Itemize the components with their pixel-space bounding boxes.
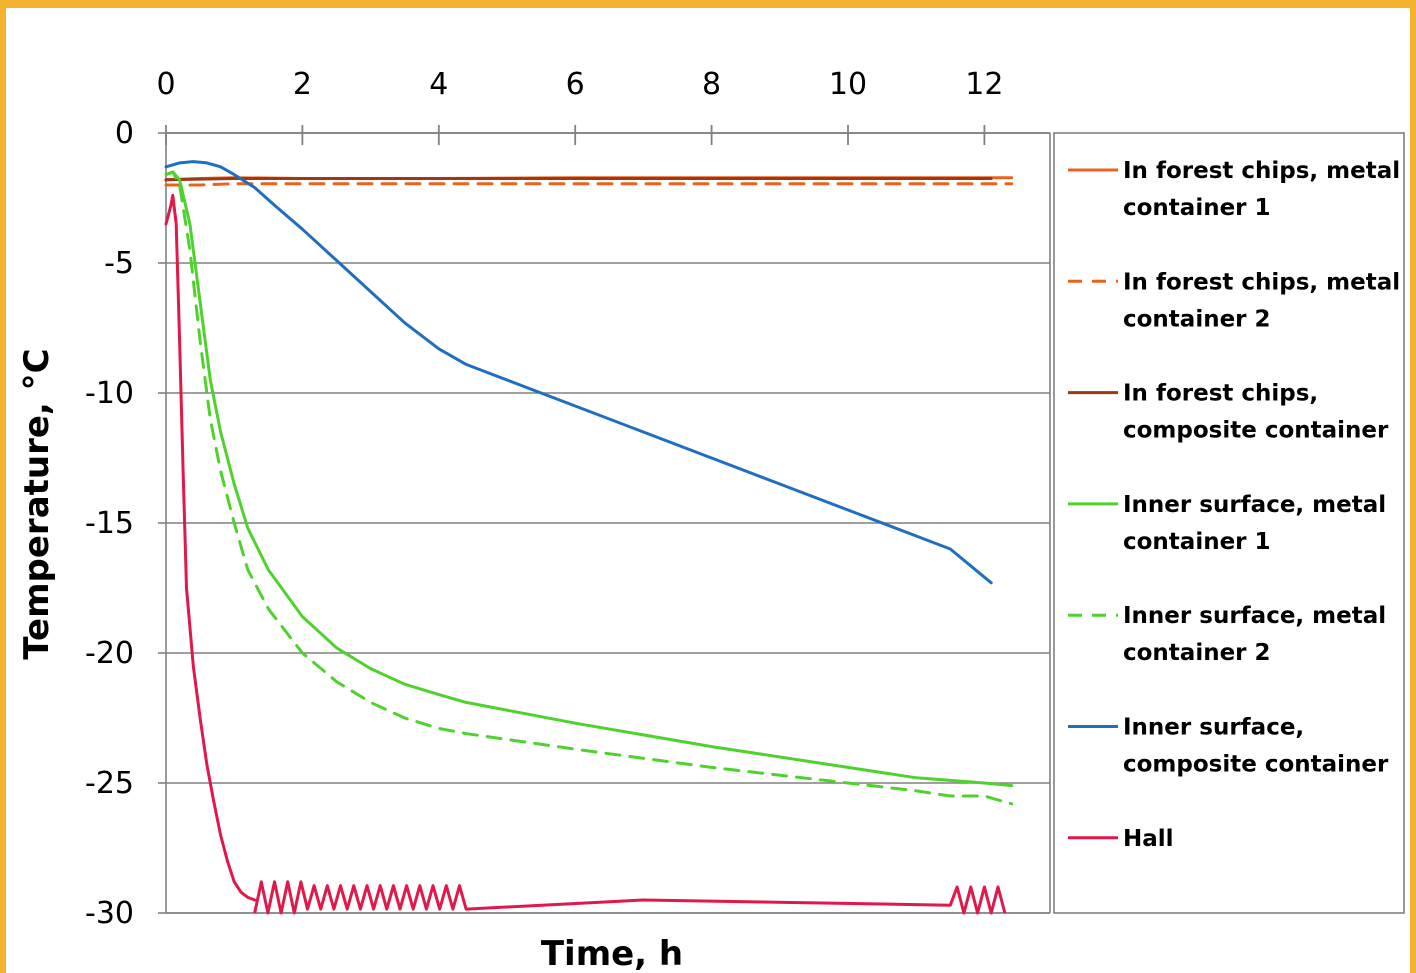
legend: In forest chips, metal container 1 In fore… <box>1053 132 1405 914</box>
legend-label: In forest chips, <box>1123 381 1318 407</box>
x-tick-label: 2 <box>293 67 312 102</box>
axes: 0 -5 -10 -15 -20 -25 -30 0 2 4 6 8 10 12 <box>85 67 1051 931</box>
legend-label: Inner surface, metal <box>1123 492 1386 518</box>
series-line-hall-oscillation <box>253 880 1007 915</box>
x-tick-label: 4 <box>429 67 448 102</box>
series-line-in-forest-chips-metal-container-2 <box>164 182 1014 187</box>
series-line-inner-surface-metal-container-1 <box>164 170 1014 788</box>
x-tick-label: 8 <box>702 67 721 102</box>
x-axis-title: Time, h <box>541 934 683 973</box>
series-line-hall <box>164 193 257 902</box>
legend-label: In forest chips, metal <box>1123 269 1400 295</box>
series-line-inner-surface-composite-container <box>164 160 993 585</box>
legend-box <box>1053 132 1405 914</box>
x-tick-label: 6 <box>566 67 585 102</box>
legend-label: Inner surface, <box>1123 715 1304 741</box>
y-tick-label: -10 <box>85 376 134 411</box>
legend-label: In forest chips, metal <box>1123 158 1400 184</box>
series-layer <box>164 160 1014 915</box>
y-tick-label: 0 <box>115 116 134 151</box>
series-line-inner-surface-metal-container-2 <box>164 170 1014 806</box>
y-tick-label: -20 <box>85 636 134 671</box>
x-tick-label: 0 <box>156 67 175 102</box>
legend-label: container 1 <box>1123 529 1271 555</box>
y-axis-title: Temperature, °C <box>17 348 57 659</box>
legend-label: container 2 <box>1123 640 1271 666</box>
legend-label: Hall <box>1123 826 1174 852</box>
legend-label: container 2 <box>1123 306 1271 332</box>
legend-label: composite container <box>1123 418 1389 444</box>
y-tick-label: -15 <box>85 506 134 541</box>
y-tick-label: -30 <box>85 896 134 931</box>
legend-label: container 1 <box>1123 195 1271 221</box>
series-line-in-forest-chips-composite-container <box>164 177 993 182</box>
legend-label: composite container <box>1123 752 1389 778</box>
x-tick-label: 10 <box>829 67 867 102</box>
gridlines <box>166 132 1050 914</box>
y-tick-label: -25 <box>85 766 134 801</box>
x-tick-label: 12 <box>965 67 1003 102</box>
chart-frame: 0 -5 -10 -15 -20 -25 -30 0 2 4 6 8 10 12 Time, h Temp… <box>6 8 1410 973</box>
legend-label: Inner surface, metal <box>1123 603 1386 629</box>
chart: 0 -5 -10 -15 -20 -25 -30 0 2 4 6 8 10 12 Time, h Temp… <box>17 67 1405 973</box>
y-tick-label: -5 <box>104 246 134 281</box>
